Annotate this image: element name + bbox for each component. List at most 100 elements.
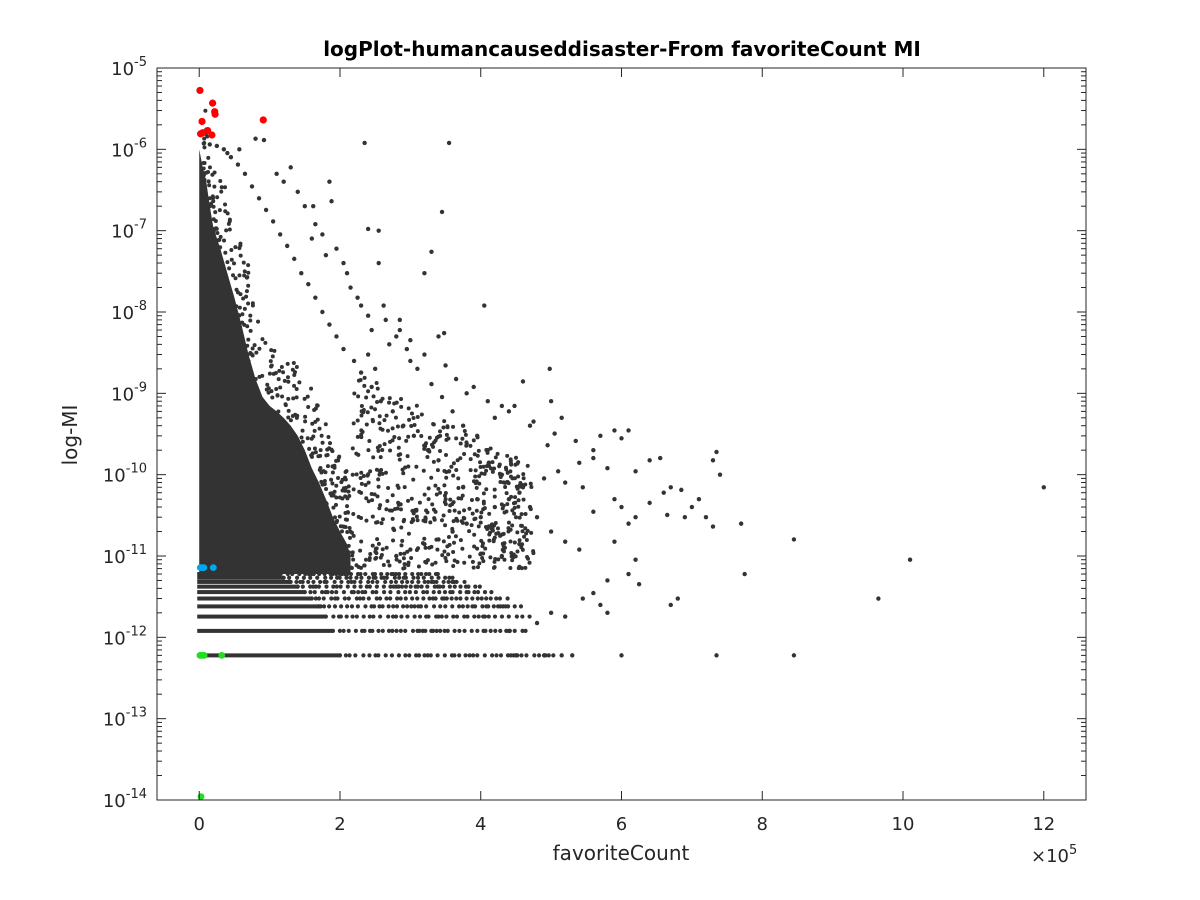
level-band-6: [197, 584, 298, 589]
scatter-texture-point: [323, 508, 328, 513]
scatter-texture-point: [201, 520, 206, 525]
level-point: [339, 604, 344, 609]
level-point: [396, 584, 401, 589]
y-tick-label: 10-6: [111, 136, 147, 161]
data-point: [710, 524, 716, 529]
data-point: [485, 399, 490, 404]
scatter-texture-point: [462, 560, 467, 565]
scatter-texture-point: [411, 477, 416, 482]
scatter-texture-point: [326, 434, 331, 439]
level-point: [416, 653, 422, 658]
scatter-texture-point: [205, 474, 210, 479]
scatter-texture-point: [375, 537, 380, 542]
level-point: [381, 584, 386, 589]
scatter-texture-point: [375, 386, 380, 391]
scatter-texture-point: [212, 184, 217, 189]
data-point: [475, 496, 480, 502]
scatter-texture-point: [287, 444, 292, 449]
scatter-texture-point: [379, 521, 384, 526]
scatter-texture-point: [458, 441, 463, 446]
scatter-texture-point: [329, 555, 334, 560]
scatter-texture-point: [303, 414, 308, 419]
data-point: [492, 415, 498, 421]
data-point: [460, 485, 466, 490]
level-point: [551, 653, 556, 658]
scatter-texture-point: [278, 517, 283, 522]
scatter-texture-point: [518, 480, 523, 485]
level-point: [288, 579, 293, 585]
x-tick-label: 12: [1032, 814, 1055, 835]
scatter-texture-point: [452, 508, 457, 513]
series-2: [196, 564, 217, 572]
scatter-texture-point: [221, 498, 226, 503]
scatter-texture-point: [219, 189, 224, 194]
level-point: [334, 589, 339, 595]
data-point: [198, 117, 206, 126]
scatter-texture-point: [492, 535, 497, 540]
level-point: [358, 579, 363, 585]
level-point: [351, 589, 356, 595]
level-point: [344, 614, 349, 619]
data-point: [703, 514, 709, 520]
level-point: [354, 596, 359, 601]
scatter-texture-point: [230, 412, 235, 417]
scatter-texture-point: [486, 460, 491, 465]
scatter-texture-point: [369, 491, 374, 496]
scatter-texture-point: [374, 380, 379, 385]
scatter-texture-point: [211, 246, 216, 251]
scatter-texture-point: [201, 171, 206, 176]
level-point: [355, 604, 360, 609]
scatter-texture-point: [230, 372, 235, 377]
level-point: [364, 584, 369, 589]
data-point: [562, 614, 568, 619]
scatter-texture-point: [213, 284, 218, 289]
data-point: [256, 196, 262, 201]
scatter-texture-point: [232, 393, 237, 398]
scatter-texture-point: [523, 511, 528, 516]
scatter-texture-point: [492, 487, 497, 492]
level-point: [396, 653, 402, 658]
level-point: [389, 653, 395, 658]
level-point: [341, 628, 346, 633]
scatter-texture-point: [291, 532, 296, 537]
scatter-texture-point: [337, 545, 342, 550]
scatter-texture-point: [203, 400, 208, 405]
scatter-texture-point: [495, 526, 500, 531]
level-point: [472, 589, 477, 595]
scatter-texture-point: [302, 396, 307, 401]
scatter-texture-point: [474, 485, 479, 490]
scatter-texture-point: [209, 495, 214, 500]
scatter-texture-point: [231, 535, 236, 540]
scatter-texture-point: [527, 560, 532, 565]
y-tick-label: 10-9: [111, 380, 147, 405]
scatter-texture-point: [392, 434, 397, 439]
scatter-texture-point: [322, 546, 327, 551]
level-point: [499, 614, 505, 619]
data-point: [249, 184, 255, 189]
scatter-texture-point: [401, 519, 406, 524]
scatter-texture-point: [211, 228, 216, 233]
scatter-texture-point: [201, 196, 206, 201]
scatter-texture-point: [362, 563, 367, 568]
level-points-2: [323, 614, 532, 619]
level-point: [446, 579, 451, 585]
scatter-texture-point: [277, 368, 282, 373]
level-point: [324, 579, 329, 585]
scatter-texture-point: [220, 300, 225, 305]
level-band-0: [197, 653, 340, 658]
scatter-texture-point: [302, 472, 307, 477]
level-point: [425, 584, 430, 589]
y-tick-exponent: -11: [126, 543, 147, 558]
scatter-texture-point: [200, 351, 205, 356]
scatter-texture-point: [258, 564, 263, 569]
scatter-texture-point: [522, 534, 527, 539]
level-point: [423, 571, 429, 577]
level-point: [324, 584, 329, 589]
scatter-texture-point: [274, 387, 279, 392]
data-point: [362, 140, 367, 146]
level-point: [488, 628, 493, 633]
level-point: [451, 614, 456, 619]
scatter-texture-point: [390, 493, 395, 498]
level-point: [295, 575, 300, 580]
